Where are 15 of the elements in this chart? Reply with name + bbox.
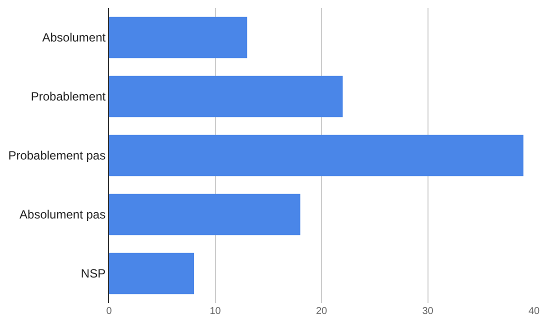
y-tick-label: Absolument pas — [20, 208, 106, 222]
y-tick-label: NSP — [80, 266, 106, 281]
x-tick-label: 10 — [210, 306, 222, 317]
y-tick-label: Probablement pas — [8, 148, 106, 163]
bar — [109, 16, 248, 58]
x-tick-label: 40 — [528, 306, 540, 317]
y-tick-label: Absolument — [42, 30, 106, 45]
x-tick-label: 30 — [422, 306, 434, 317]
bar — [109, 252, 194, 294]
x-tick-label: 0 — [106, 306, 112, 317]
bar — [109, 194, 300, 236]
bar — [109, 134, 524, 176]
y-tick-label: Probablement — [30, 90, 106, 104]
x-tick-label: 20 — [316, 306, 328, 317]
bar — [109, 76, 343, 118]
